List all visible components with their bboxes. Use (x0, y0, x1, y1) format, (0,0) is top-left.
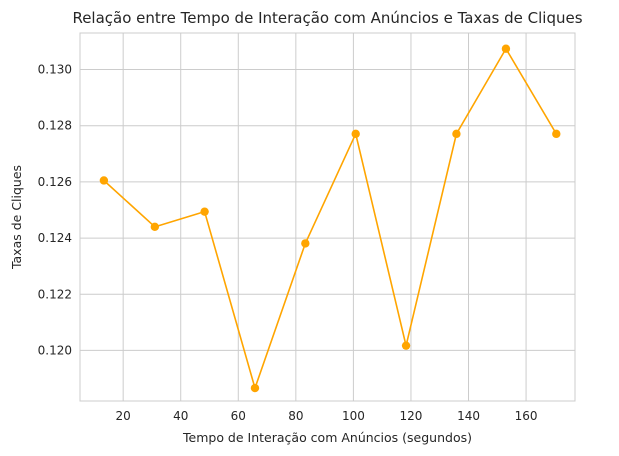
data-point (401, 341, 411, 350)
x-axis-ticks: 20 40 60 80 100 120 140 160 (116, 409, 538, 423)
data-point (501, 44, 511, 53)
chart-title: Relação entre Tempo de Interação com Anú… (72, 9, 582, 27)
x-tick-label: 80 (288, 409, 303, 423)
x-tick-label: 120 (400, 409, 423, 423)
data-point (301, 239, 310, 248)
x-tick-label: 20 (116, 409, 131, 423)
x-tick-label: 40 (173, 409, 188, 423)
x-axis-label: Tempo de Interação com Anúncios (segundo… (182, 430, 472, 445)
x-tick-label: 60 (231, 409, 246, 423)
plot-area-frame (79, 32, 576, 402)
data-point (452, 129, 461, 139)
x-tick-label: 160 (515, 409, 538, 423)
data-point (150, 222, 160, 232)
y-axis-ticks: 0.120 0.122 0.124 0.126 0.128 0.130 (38, 63, 72, 358)
y-tick-label: 0.120 (38, 343, 72, 357)
x-tick-label: 100 (342, 409, 365, 423)
y-tick-label: 0.128 (38, 119, 72, 133)
y-tick-label: 0.124 (38, 231, 72, 245)
y-axis-label: Taxas de Cliques (9, 165, 24, 270)
data-point (351, 129, 360, 139)
y-tick-label: 0.130 (38, 63, 72, 77)
x-tick-label: 140 (457, 409, 480, 423)
grid (80, 33, 575, 401)
data-point (250, 383, 260, 393)
series (99, 44, 561, 393)
series-line (103, 47, 557, 389)
data-point (552, 129, 561, 139)
data-point (99, 176, 109, 185)
data-point (200, 207, 209, 216)
y-tick-label: 0.122 (38, 287, 72, 301)
y-tick-label: 0.126 (38, 175, 72, 189)
